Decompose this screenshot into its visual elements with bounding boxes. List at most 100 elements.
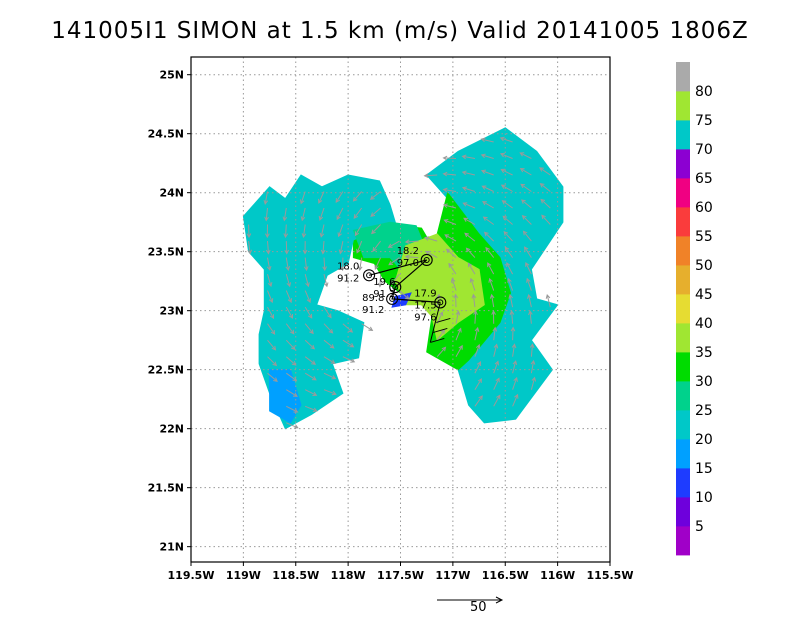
track-line — [368, 259, 441, 303]
wind-vector-119 — [301, 224, 307, 239]
x-tick-label-4: 117.5W — [377, 569, 424, 582]
chart-title: 141005I1 SIMON at 1.5 km (m/s) Valid 201… — [51, 18, 749, 44]
wind-vector-55 — [285, 306, 293, 319]
wind-vector-67 — [304, 290, 311, 304]
wind-barbs — [429, 302, 451, 343]
y-tick-label-0: 21N — [159, 541, 184, 554]
wind-vector-2 — [305, 405, 318, 412]
wind-vector-8 — [323, 389, 337, 396]
colorbar-swatch-2 — [676, 468, 690, 498]
x-tick-label-1: 119W — [226, 569, 261, 582]
wind-vector-35 — [323, 339, 335, 349]
wind-vector-111 — [444, 234, 457, 242]
wind-vector-137 — [442, 203, 457, 209]
wind-vector-165 — [499, 152, 513, 159]
wind-vector-141 — [521, 199, 532, 209]
wind-vector-160 — [519, 168, 532, 176]
wind-vector-134 — [336, 207, 344, 221]
wind-vector-153 — [520, 183, 532, 192]
wind-vector-53 — [528, 310, 533, 324]
wind-vector-6 — [286, 389, 298, 397]
colorbar-swatch-12 — [676, 178, 690, 208]
wind-vector-26 — [436, 346, 447, 358]
wind-vector-72 — [507, 277, 514, 291]
wind-vector-52 — [509, 310, 515, 324]
wind-vector-117 — [265, 224, 270, 239]
colorbar-swatch-4 — [676, 410, 690, 440]
wind-vector-156 — [442, 171, 457, 177]
storm-track: 18.091.218.297.019.691.289.891.217.917.5… — [337, 246, 451, 343]
wind-vector-27 — [455, 344, 463, 357]
wind-vector-51 — [491, 310, 496, 324]
wind-speed-regions — [242, 127, 564, 430]
colorbar-swatch-9 — [676, 265, 690, 295]
wind-vector-39 — [474, 326, 480, 341]
track-fix-ring-3 — [386, 292, 399, 305]
wind-vector-50 — [473, 310, 478, 324]
wind-vector-100 — [247, 241, 253, 255]
wind-vector-16 — [323, 372, 337, 380]
wind-vector-11 — [512, 376, 518, 390]
x-tick-label-8: 115.5W — [587, 569, 634, 582]
wind-vector-90 — [357, 257, 363, 272]
wind-vector-37 — [436, 329, 446, 341]
track-fix-ring-1 — [420, 253, 433, 266]
wind-vector-96 — [465, 247, 476, 258]
wind-vector-54 — [267, 306, 274, 320]
track-label-2-1: 91.2 — [373, 289, 395, 300]
colorbar-label-60: 60 — [695, 200, 713, 216]
reference-vector-label: 50 — [470, 600, 487, 615]
colorbar-label-55: 55 — [695, 229, 713, 245]
wind-vector-77 — [323, 273, 329, 288]
colorbar: 5 10 15 20 25 30 35 40 45 50 55 60 65 70 75 80 — [676, 62, 713, 556]
wind-vector-120 — [319, 224, 325, 238]
y-tick-label-3: 22.5N — [148, 364, 184, 377]
track-label-1-1: 97.0 — [397, 258, 419, 269]
track-fix-center-0 — [366, 272, 373, 279]
colorbar-swatch-8 — [676, 294, 690, 324]
colorbar-swatch-5 — [676, 381, 690, 411]
wind-vector-142 — [540, 198, 551, 209]
wind-vector-166 — [519, 152, 532, 159]
wind-vector-99 — [524, 246, 532, 258]
wind-vector-68 — [399, 290, 410, 300]
wind-vector-25 — [342, 356, 356, 363]
wind-vector-105 — [338, 240, 344, 255]
track-label-3-0: 89.8 — [362, 293, 384, 304]
wind-vector-56 — [304, 306, 313, 319]
wind-vector-66 — [285, 290, 293, 304]
wind-vector-17 — [474, 361, 482, 374]
y-tick-label-4: 23N — [159, 305, 184, 318]
wind-vector-108 — [387, 240, 400, 248]
track-fix-center-3 — [389, 295, 396, 302]
wind-vector-41 — [510, 326, 516, 341]
wind-vector-158 — [480, 169, 494, 176]
wind-vector-163 — [461, 154, 475, 160]
colorbar-swatch-14 — [676, 120, 690, 150]
colorbar-label-35: 35 — [695, 345, 713, 361]
y-tick-labels: 21N 21.5N 22N 22.5N 23N 23.5N 24N 24.5N 25N — [148, 69, 191, 554]
wind-vector-154 — [539, 183, 551, 192]
wind-vector-130 — [264, 207, 269, 222]
y-tick-label-6: 24N — [159, 187, 184, 200]
wind-vector-22 — [285, 356, 297, 366]
colorbar-label-10: 10 — [695, 490, 713, 506]
colorbar-label-80: 80 — [695, 84, 713, 100]
x-tick-label-6: 116.5W — [482, 569, 529, 582]
wind-vector-101 — [265, 241, 271, 255]
y-tick-label-8: 25N — [159, 69, 184, 82]
x-tick-label-0: 119.5W — [168, 569, 215, 582]
wind-vector-87 — [303, 257, 309, 272]
wind-vector-15 — [304, 372, 317, 381]
colorbar-label-5: 5 — [695, 519, 704, 535]
wind-vector-91 — [374, 257, 382, 270]
wind-vector-13 — [267, 372, 278, 382]
x-tick-label-7: 116W — [540, 569, 575, 582]
wind-vector-7 — [304, 389, 318, 396]
wind-vector-107 — [372, 240, 381, 252]
wind-vector-128 — [521, 214, 532, 225]
colorbar-label-20: 20 — [695, 432, 713, 448]
wind-vector-133 — [318, 207, 325, 221]
wind-vector-78 — [377, 274, 383, 288]
